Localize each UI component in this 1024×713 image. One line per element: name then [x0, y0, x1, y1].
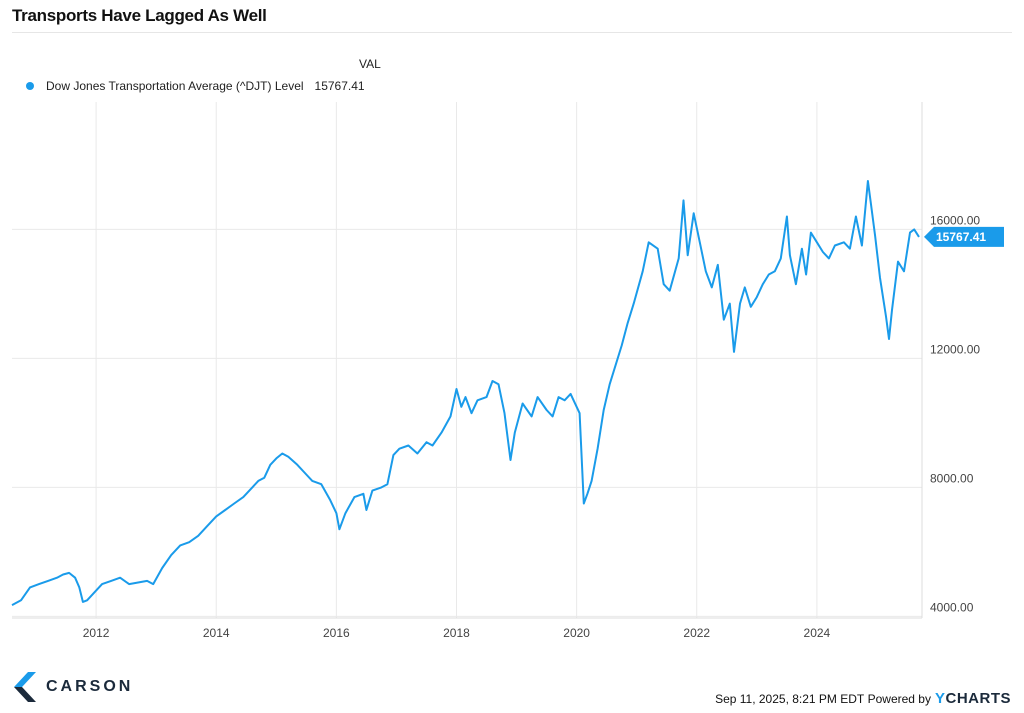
- last-value-flag-shape: [924, 226, 1004, 247]
- series-line-djt: [11, 180, 920, 606]
- plot-frame: [12, 102, 923, 619]
- legend-column-header: VAL: [359, 57, 381, 71]
- x-tick-label: 2018: [443, 626, 470, 640]
- ycharts-logo-y: Y: [934, 690, 946, 707]
- legend-series-label: Dow Jones Transportation Average (^DJT) …: [46, 79, 304, 93]
- y-axis-ticks: 4000.00 8000.00 12000.00 16000.00: [930, 213, 980, 614]
- legend-series-value: 15767.41: [314, 79, 365, 93]
- carson-logo: CARSON: [14, 672, 133, 702]
- gridlines: [12, 102, 922, 618]
- footer-powered-by: Powered by: [867, 691, 931, 706]
- footer-timestamp: Sep 11, 2025, 8:21 PM EDT: [715, 691, 865, 706]
- title-divider: [12, 32, 1012, 33]
- last-value-flag: 15767.41: [924, 226, 1004, 247]
- chart-title: Transports Have Lagged As Well: [12, 6, 267, 25]
- legend-series-dot-icon: [26, 82, 34, 90]
- x-tick-label: 2022: [683, 626, 710, 640]
- carson-wordmark: CARSON: [46, 678, 134, 695]
- y-tick-label: 16000.00: [930, 213, 980, 227]
- footer-attribution: Sep 11, 2025, 8:21 PM EDT Powered by YCH…: [715, 690, 1011, 707]
- ycharts-logo[interactable]: YCHARTS: [935, 690, 1011, 707]
- x-tick-label: 2016: [323, 626, 350, 640]
- x-tick-label: 2024: [804, 626, 831, 640]
- last-value-label: 15767.41: [936, 230, 986, 244]
- carson-mark-icon: [14, 672, 36, 702]
- legend-entry[interactable]: Dow Jones Transportation Average (^DJT) …: [26, 79, 365, 93]
- x-tick-label: 2014: [203, 626, 230, 640]
- x-tick-label: 2012: [83, 626, 110, 640]
- ycharts-logo-rest: CHARTS: [945, 690, 1011, 707]
- y-tick-label: 12000.00: [930, 342, 980, 356]
- x-tick-label: 2020: [563, 626, 590, 640]
- y-tick-label: 8000.00: [930, 471, 974, 485]
- x-axis-ticks: 2012 2014 2016 2018 2020 2022 2024: [83, 626, 831, 640]
- y-tick-label: 4000.00: [930, 600, 974, 614]
